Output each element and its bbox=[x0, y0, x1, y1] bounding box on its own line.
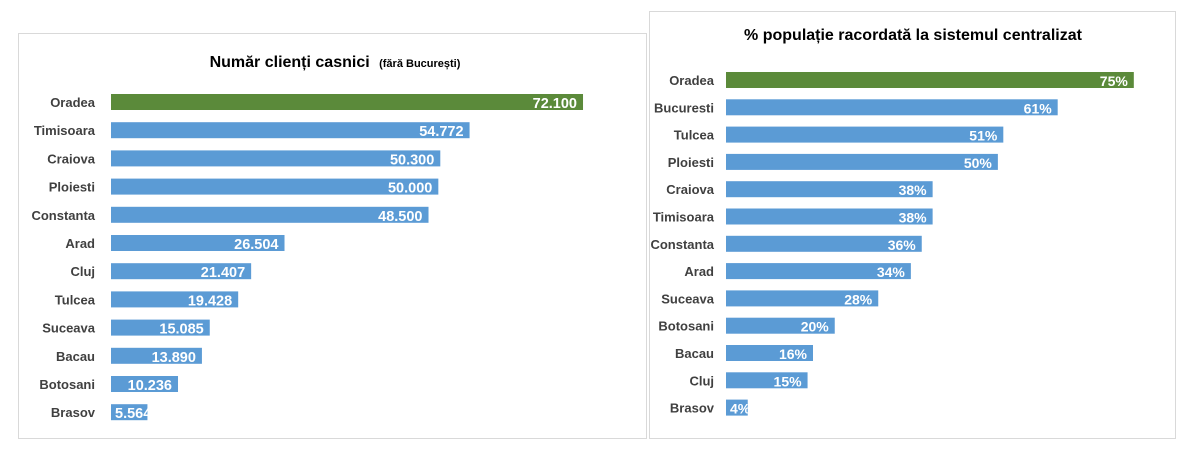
data-label: 16% bbox=[779, 346, 808, 362]
data-label: 28% bbox=[844, 291, 873, 307]
data-label: 26.504 bbox=[234, 237, 278, 253]
bar bbox=[111, 178, 439, 195]
data-label: 19.428 bbox=[188, 293, 232, 309]
chart-populatie-racordata: % populație racordată la sistemul centra… bbox=[649, 11, 1176, 439]
bar bbox=[111, 235, 285, 251]
data-label: 20% bbox=[801, 319, 830, 335]
data-label: 15% bbox=[774, 373, 803, 389]
data-label: 50.000 bbox=[388, 181, 432, 197]
category-label: Botosani bbox=[39, 377, 95, 392]
category-label: Arad bbox=[684, 264, 714, 279]
bar bbox=[726, 72, 1134, 88]
bar bbox=[111, 122, 470, 139]
chart-title-main: Număr clienți casnici bbox=[210, 54, 370, 71]
data-label: 13.890 bbox=[152, 350, 196, 366]
category-label: Botosani bbox=[658, 319, 714, 334]
category-label: Tulcea bbox=[674, 128, 715, 143]
category-label: Cluj bbox=[689, 373, 714, 388]
data-label: 48.500 bbox=[378, 209, 422, 225]
category-label: Suceava bbox=[661, 291, 715, 306]
chart-subtitle: (fără București) bbox=[379, 58, 461, 70]
bar bbox=[726, 317, 835, 334]
data-label: 5.564 bbox=[115, 406, 151, 422]
data-label: 75% bbox=[1100, 73, 1129, 89]
data-label: 61% bbox=[1024, 100, 1053, 116]
category-label: Bucuresti bbox=[654, 100, 714, 115]
category-label: Brasov bbox=[670, 401, 715, 416]
bar bbox=[726, 345, 813, 361]
data-label: 72.100 bbox=[533, 96, 577, 112]
data-label: 15.085 bbox=[159, 322, 203, 338]
bar bbox=[111, 291, 239, 308]
category-label: Oradea bbox=[669, 73, 715, 88]
data-label: 50% bbox=[964, 155, 993, 171]
data-label: 38% bbox=[899, 210, 928, 226]
data-label: 50.300 bbox=[390, 152, 434, 168]
category-label: Tulcea bbox=[55, 292, 96, 307]
category-label: Craiova bbox=[47, 151, 95, 166]
bar bbox=[726, 235, 922, 252]
data-label: 38% bbox=[899, 182, 928, 198]
bar bbox=[111, 319, 210, 336]
bar bbox=[111, 347, 202, 364]
chart-clienti-casnici: Număr clienți casnici (fără București) O… bbox=[18, 33, 647, 439]
bar bbox=[726, 153, 998, 170]
category-label: Suceava bbox=[42, 321, 96, 336]
category-label: Cluj bbox=[70, 264, 95, 279]
category-label: Ploiesti bbox=[49, 180, 95, 195]
bar bbox=[726, 263, 911, 280]
category-label: Ploiesti bbox=[668, 155, 714, 170]
bar bbox=[111, 263, 252, 280]
category-label: Craiova bbox=[666, 182, 714, 197]
bar bbox=[111, 376, 179, 392]
data-label: 34% bbox=[877, 264, 906, 280]
category-label: Brasov bbox=[51, 405, 96, 420]
category-label: Bacau bbox=[675, 346, 714, 361]
category-label: Arad bbox=[65, 236, 95, 251]
bar bbox=[111, 94, 584, 110]
category-label: Constanta bbox=[650, 237, 714, 252]
data-label: 21.407 bbox=[201, 265, 245, 281]
chart-title: % populație racordată la sistemul centra… bbox=[744, 27, 1083, 44]
category-label: Oradea bbox=[50, 95, 96, 110]
bar bbox=[726, 126, 1004, 143]
bar bbox=[726, 372, 808, 389]
bar bbox=[726, 290, 879, 307]
bar bbox=[726, 181, 933, 198]
bar bbox=[111, 404, 148, 421]
data-label: 4% bbox=[730, 401, 751, 417]
chart-title: Număr clienți casnici (fără București) bbox=[210, 54, 461, 71]
bar bbox=[111, 150, 441, 167]
bar bbox=[726, 208, 933, 225]
bar bbox=[111, 206, 429, 223]
data-label: 10.236 bbox=[128, 378, 172, 394]
data-label: 51% bbox=[969, 128, 998, 144]
bar-chart-right: % populație racordată la sistemul centra… bbox=[650, 27, 1134, 417]
data-label: 36% bbox=[888, 237, 917, 253]
category-label: Timisoara bbox=[34, 123, 96, 138]
bar bbox=[726, 399, 748, 416]
category-label: Timisoara bbox=[653, 210, 715, 225]
category-label: Bacau bbox=[56, 349, 95, 364]
category-label: Constanta bbox=[31, 208, 95, 223]
bar-chart-left: Număr clienți casnici (fără București) O… bbox=[31, 54, 584, 422]
bar bbox=[726, 99, 1058, 116]
data-label: 54.772 bbox=[419, 124, 463, 140]
